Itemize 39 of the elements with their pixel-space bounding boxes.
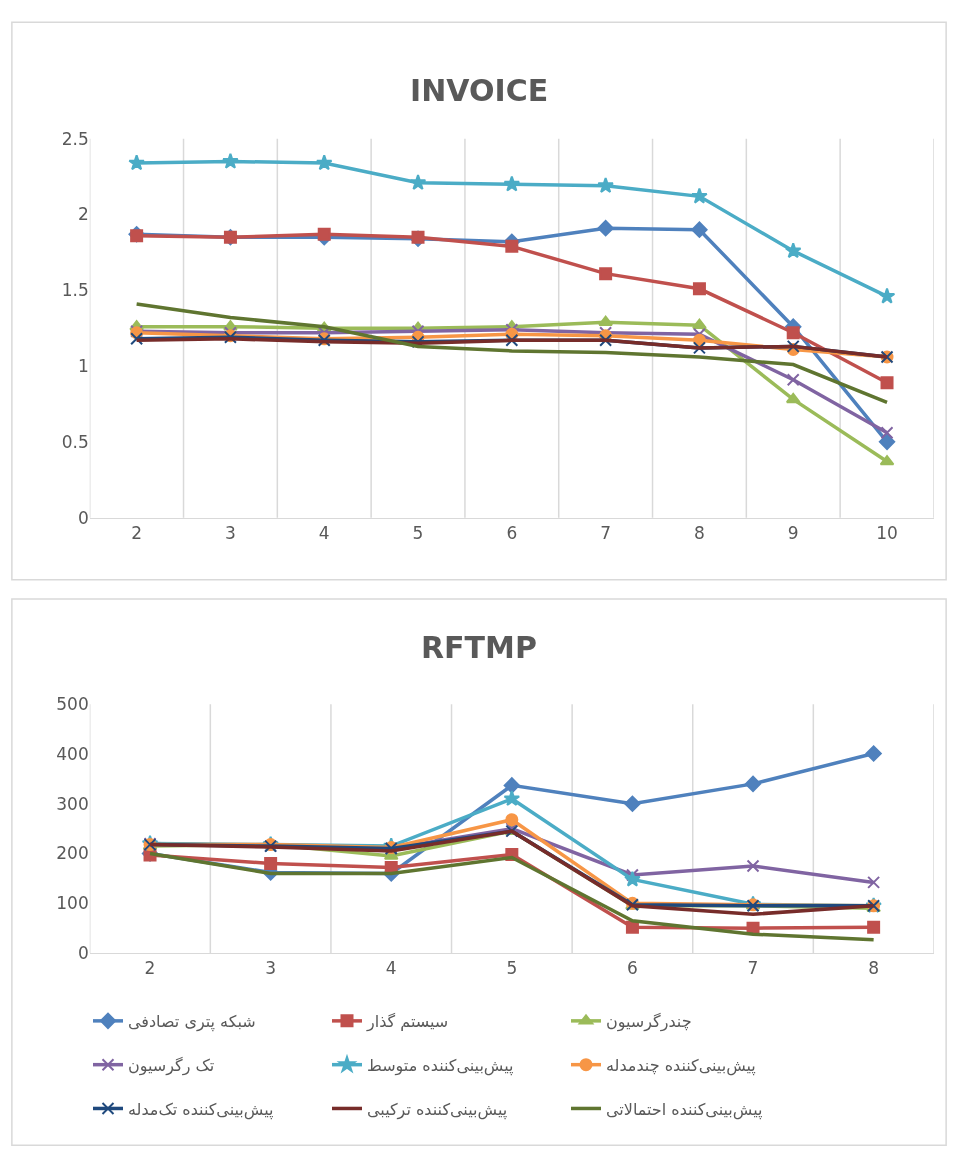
x-tick-label: 4 [385,958,397,979]
y-tick-label: 500 [56,694,89,715]
legend-label: چندرگرسیون [606,1012,692,1033]
legend-label: پیش‌بینی‌کننده چندمدله [606,1055,756,1076]
x-tick-label: 2 [144,958,156,979]
x-tick-label: 6 [506,523,518,544]
y-tick-label: 400 [56,743,89,764]
x-tick-label: 2 [131,523,143,544]
y-tick-label: 200 [56,843,89,864]
x-tick-label: 7 [747,958,759,979]
y-tick-label: 0.5 [61,431,89,452]
x-tick-label: 6 [627,958,638,979]
legend-label: تک رگرسیون [128,1055,215,1076]
legend-label: پیش‌بینی‌کننده تک‌مدله [128,1099,274,1120]
x-tick-label: 5 [412,523,424,544]
y-tick-label: 100 [56,893,89,914]
x-tick-label: 8 [868,958,880,979]
y-tick-label: 2.5 [61,128,89,149]
y-tick-label: 0 [77,507,89,528]
x-tick-label: 5 [506,958,518,979]
chart-title: INVOICE [410,73,549,108]
y-tick-label: 2 [77,204,89,225]
legend-label: پیش‌بینی‌کننده ترکیبی [367,1099,508,1120]
x-tick-label: 7 [600,523,612,544]
y-tick-label: 1.5 [61,280,89,301]
x-tick-label: 3 [225,523,236,544]
legend-label: پیش‌بینی‌کننده احتمالاتی [606,1099,763,1120]
legend-label: شبکه پتری تصادفی [128,1012,256,1033]
x-tick-label: 3 [265,958,277,979]
x-tick-label: 4 [318,523,330,544]
x-tick-label: 10 [876,523,898,544]
x-tick-label: 9 [787,523,799,544]
chart-title: RFTMP [421,630,537,665]
x-tick-label: 8 [694,523,705,544]
y-tick-label: 0 [77,943,89,964]
legend-label: سیستم گذار [366,1012,449,1033]
y-tick-label: 1 [77,356,89,377]
legend-label: پیش‌بینی‌کننده متوسط [367,1055,514,1076]
y-tick-label: 300 [56,793,89,814]
